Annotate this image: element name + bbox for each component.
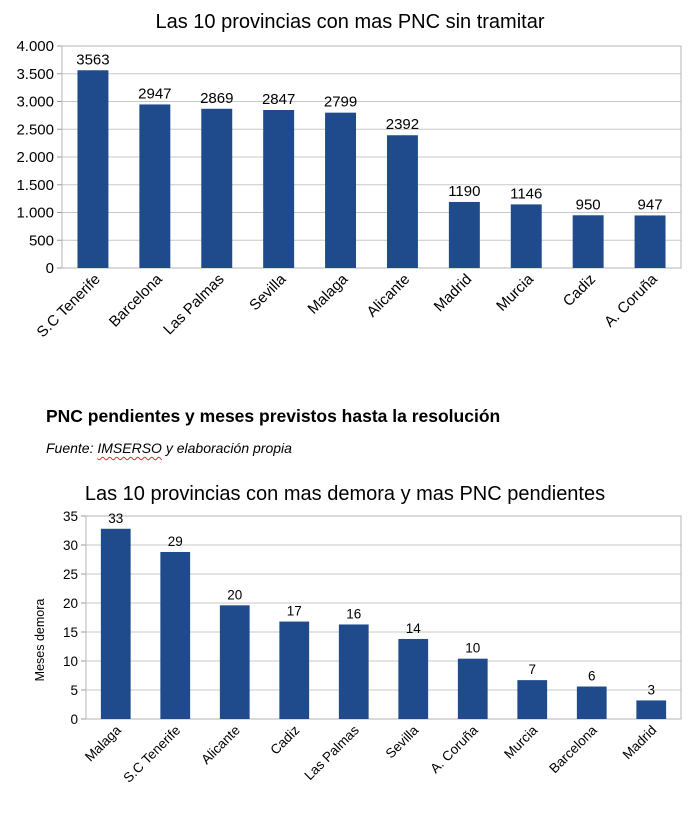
y-tick-label: 500 xyxy=(29,232,54,249)
bar xyxy=(398,638,429,719)
data-label: 1146 xyxy=(510,185,542,202)
source-prefix: Fuente: xyxy=(46,440,98,456)
bar xyxy=(634,215,666,268)
bar xyxy=(457,658,488,719)
category-label: S.C Tenerife xyxy=(34,271,104,341)
data-label: 3563 xyxy=(76,51,109,68)
data-label: 29 xyxy=(168,534,183,549)
data-label: 2947 xyxy=(138,85,171,102)
data-label: 14 xyxy=(406,621,422,636)
plot-frame xyxy=(85,515,682,720)
category-label: Murcia xyxy=(501,722,541,762)
y-tick-label: 4.000 xyxy=(16,38,54,55)
y-tick-label: 10 xyxy=(63,654,78,669)
y-tick-label: 2.500 xyxy=(16,121,54,138)
source-line: Fuente: IMSERSO y elaboración propia xyxy=(46,440,292,456)
chart-title: Las 10 provincias con mas PNC sin tramit… xyxy=(155,11,544,33)
chart-pnc-sin-tramitar: Las 10 provincias con mas PNC sin tramit… xyxy=(16,11,682,341)
category-label: Las Palmas xyxy=(301,722,362,783)
data-label: 2869 xyxy=(200,90,233,107)
chart-title: Las 10 provincias con mas demora y mas P… xyxy=(85,483,605,505)
category-label: A. Coruña xyxy=(427,722,481,776)
y-tick-label: 3.500 xyxy=(16,66,54,83)
chart-meses-demora: Las 10 provincias con mas demora y mas P… xyxy=(33,483,682,786)
data-label: 17 xyxy=(287,604,302,619)
bar xyxy=(636,700,667,719)
plot-frame xyxy=(61,45,682,269)
category-label: Sevilla xyxy=(383,722,422,761)
y-tick-label: 0 xyxy=(46,260,54,277)
y-tick-label: 2.000 xyxy=(16,149,54,166)
y-tick-label: 20 xyxy=(63,596,78,611)
data-label: 950 xyxy=(576,196,601,213)
bar xyxy=(263,109,295,268)
category-label: Barcelona xyxy=(106,270,166,330)
data-label: 1190 xyxy=(448,183,480,200)
y-tick-label: 0 xyxy=(70,712,78,727)
bar xyxy=(572,215,604,268)
bar xyxy=(448,201,480,268)
data-label: 2392 xyxy=(386,116,419,133)
bar xyxy=(338,624,369,719)
category-label: Malaga xyxy=(305,270,352,317)
category-label: Malaga xyxy=(82,722,124,764)
y-tick-label: 3.000 xyxy=(16,94,54,111)
section-heading: PNC pendientes y meses previstos hasta l… xyxy=(46,406,501,426)
data-label: 10 xyxy=(465,641,480,656)
bar xyxy=(160,551,191,719)
bar xyxy=(219,605,250,719)
category-label: Madrid xyxy=(431,271,475,315)
data-label: 16 xyxy=(346,606,361,621)
category-label: Barcelona xyxy=(546,722,600,776)
data-label: 7 xyxy=(528,662,536,677)
y-axis-label: Meses demora xyxy=(33,599,47,682)
y-tick-label: 35 xyxy=(63,509,78,524)
data-label: 3 xyxy=(647,682,655,697)
bar xyxy=(510,204,542,268)
category-label: S.C Tenerife xyxy=(120,723,183,786)
category-label: A. Coruña xyxy=(601,270,661,330)
source-org: IMSERSO xyxy=(97,440,162,456)
y-tick-label: 5 xyxy=(70,683,78,698)
source-suffix: y elaboración propia xyxy=(161,440,292,456)
bar xyxy=(386,135,418,268)
category-label: Cadiz xyxy=(267,722,302,757)
bar xyxy=(201,108,233,268)
bar xyxy=(325,112,357,268)
y-tick-label: 15 xyxy=(63,625,78,640)
bar xyxy=(77,70,109,268)
bar xyxy=(576,686,607,719)
data-label: 33 xyxy=(108,511,123,526)
y-tick-label: 25 xyxy=(63,567,78,582)
category-label: Alicante xyxy=(198,723,243,768)
data-label: 947 xyxy=(638,196,663,213)
bar xyxy=(279,621,310,719)
category-label: Sevilla xyxy=(246,270,290,314)
data-label: 2847 xyxy=(262,91,295,108)
category-label: Las Palmas xyxy=(160,271,227,338)
bar xyxy=(139,104,171,268)
data-label: 6 xyxy=(588,669,596,684)
bar xyxy=(517,680,548,719)
data-label: 2799 xyxy=(324,94,357,111)
category-label: Murcia xyxy=(493,270,537,314)
category-label: Cadiz xyxy=(560,271,599,310)
y-tick-label: 30 xyxy=(63,538,78,553)
data-label: 20 xyxy=(227,587,242,602)
y-tick-label: 1.000 xyxy=(16,205,54,222)
category-label: Madrid xyxy=(620,723,660,763)
category-label: Alicante xyxy=(364,271,414,321)
y-tick-label: 1.500 xyxy=(16,177,54,194)
bar xyxy=(100,528,131,719)
